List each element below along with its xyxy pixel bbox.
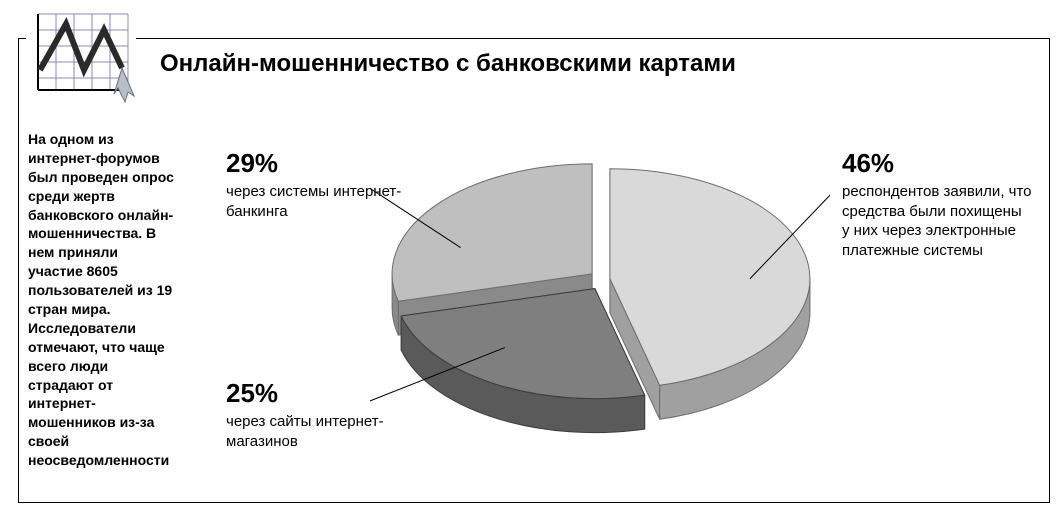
slice-46-percent: 46% [842,148,1032,179]
slice-46-desc: респондентов заявили, что средства были … [842,182,1032,260]
page-title: Онлайн-мошенничество с банковскими карта… [160,50,736,78]
pie-chart-3d [370,110,830,490]
infographic-root: Онлайн-мошенничество с банковскими карта… [0,0,1060,513]
slice-label-25: 25% через сайты интернет-магазинов [226,378,436,451]
slice-label-29: 29% через системы интернет-банкинга [226,148,416,221]
slice-25-percent: 25% [226,378,436,409]
chart-logo-icon [26,8,136,103]
slice-label-46: 46% респондентов заявили, что средства б… [842,148,1032,260]
slice-25-desc: через сайты интернет-магазинов [226,412,436,451]
slice-29-percent: 29% [226,148,416,179]
sidebar-text: На одном из интернет-форумов был проведе… [28,130,176,470]
slice-29-desc: через системы интернет-банкинга [226,182,416,221]
